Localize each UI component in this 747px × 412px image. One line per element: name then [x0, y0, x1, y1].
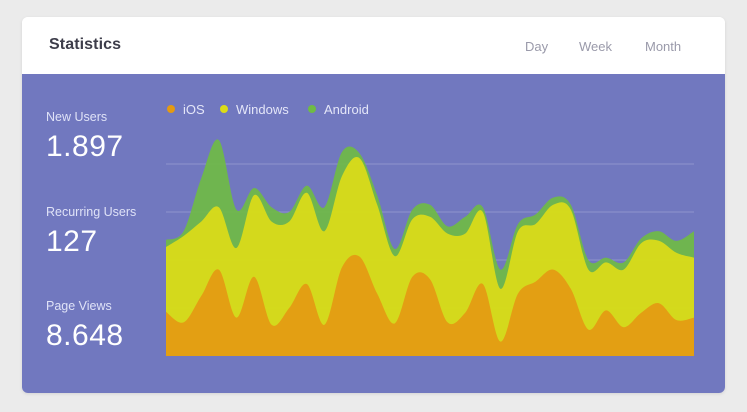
range-tabs: Day Week Month — [22, 39, 725, 55]
stat-new-users: New Users 1.897 — [46, 110, 124, 164]
legend-item-windows[interactable]: Windows — [220, 102, 289, 117]
legend-label: Windows — [236, 102, 289, 117]
stat-value: 8.648 — [46, 319, 124, 352]
legend-item-ios[interactable]: iOS — [167, 102, 205, 117]
legend-swatch-ios — [167, 105, 175, 113]
tab-day[interactable]: Day — [525, 39, 549, 54]
stat-page-views: Page Views 8.648 — [46, 299, 124, 353]
platform-area-chart — [166, 139, 694, 356]
card-title: Statistics — [49, 36, 122, 53]
legend-swatch-android — [308, 105, 316, 113]
tab-week[interactable]: Week — [579, 39, 612, 54]
legend-label: Android — [324, 102, 369, 117]
series-area-ios — [166, 254, 694, 356]
tab-month[interactable]: Month — [645, 39, 682, 54]
legend-item-android[interactable]: Android — [308, 102, 369, 117]
stat-label: New Users — [46, 110, 108, 124]
card-header: Statistics Day Week Month — [22, 17, 725, 74]
stat-value: 127 — [46, 225, 98, 258]
legend-label: iOS — [183, 102, 205, 117]
statistics-card: Statistics Day Week Month New Users 1.89… — [22, 17, 725, 393]
stats-panel: New Users 1.897 Recurring Users 127 Page… — [22, 74, 725, 393]
stat-label: Recurring Users — [46, 205, 137, 219]
stat-value: 1.897 — [46, 130, 124, 163]
stat-label: Page Views — [46, 299, 112, 313]
legend-swatch-windows — [220, 105, 228, 113]
stat-recurring-users: Recurring Users 127 — [46, 205, 136, 259]
